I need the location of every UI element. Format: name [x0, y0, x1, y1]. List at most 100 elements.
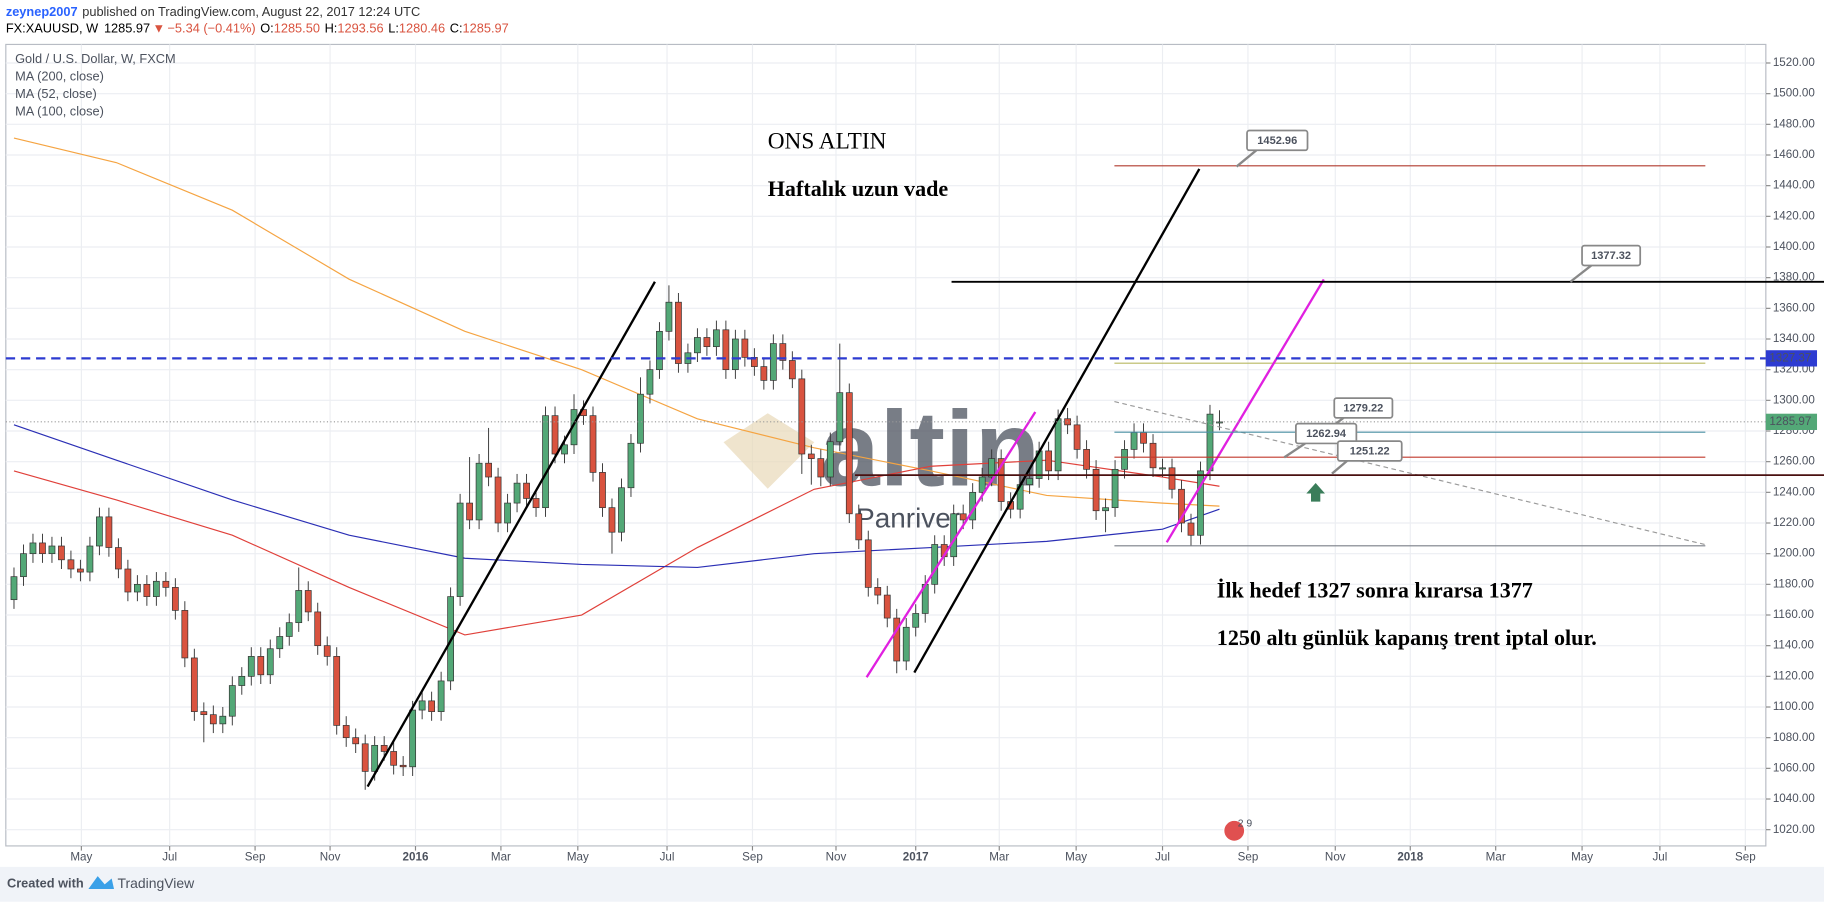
candle-body	[1092, 468, 1100, 512]
candle-body	[551, 415, 559, 455]
candle-body	[1102, 507, 1109, 512]
candle-body	[807, 453, 815, 459]
axis-price-box	[1765, 413, 1818, 430]
candle-body	[523, 482, 530, 499]
y-tick-label: 1020.00	[1773, 823, 1816, 836]
y-tick-label: 1400.00	[1773, 240, 1816, 253]
candle-body	[67, 559, 75, 570]
candle-body	[304, 590, 312, 613]
candle-body	[219, 715, 227, 725]
event-icon	[1223, 819, 1246, 842]
footer-brand[interactable]: TradingView	[117, 875, 195, 891]
candle-body	[257, 656, 265, 676]
callout-pointer	[1331, 459, 1348, 475]
callout-pointer	[1283, 442, 1306, 459]
x-tick-label: Jul	[1155, 851, 1170, 864]
y-tick-label: 1060.00	[1773, 761, 1816, 774]
candle-body	[1045, 450, 1052, 472]
candle-body	[485, 462, 492, 478]
y-tick-label: 1220.00	[1773, 516, 1816, 529]
ohlc-label: O:	[260, 21, 274, 36]
last: 1285.97	[104, 21, 150, 36]
candle-body	[959, 513, 967, 521]
y-tick-label: 1200.00	[1773, 547, 1816, 560]
x-tick-label: Mar	[1486, 851, 1506, 864]
candle-body	[418, 700, 426, 711]
candle-body	[978, 476, 986, 493]
y-tick-label: 1240.00	[1773, 485, 1816, 498]
candle-body	[323, 645, 331, 657]
candle-body	[1054, 418, 1062, 472]
candle-body	[855, 513, 863, 541]
candle-body	[143, 583, 151, 597]
watermark-sub: Panriver	[856, 503, 960, 534]
y-tick-label: 1160.00	[1773, 608, 1815, 621]
candle-body	[276, 636, 284, 650]
callout-box	[1336, 440, 1403, 462]
axis-price-label: 1285.97	[1769, 415, 1811, 428]
candle-body	[1216, 421, 1223, 424]
candle-body	[798, 378, 806, 455]
axis-price-label: 1327.37	[1769, 351, 1811, 364]
candle-body	[162, 580, 170, 588]
annotation: İlk hedef 1327 sonra kırarsa 1377	[1217, 577, 1533, 602]
y-tick-label: 1460.00	[1773, 148, 1816, 161]
legend-title: Gold / U.S. Dollar, W, FXCM	[15, 51, 176, 66]
candle-body	[988, 458, 996, 478]
text-layer: ONS ALTIN Haftalık uzun vade İlk hedef 1…	[15, 51, 1818, 864]
callout-label: 1251.22	[1350, 446, 1390, 458]
footer-created: Created with	[7, 876, 84, 891]
candle-body	[86, 545, 94, 573]
axis-price-box	[1765, 350, 1818, 367]
candle-body	[769, 343, 777, 381]
candle-body	[266, 648, 274, 676]
y-tick-label: 1520.00	[1773, 56, 1816, 69]
x-tick-label: 2016	[403, 851, 429, 864]
y-tick-label: 1380.00	[1773, 271, 1816, 284]
candle-body	[29, 542, 37, 555]
candle-body	[788, 360, 796, 380]
y-tick-label: 1040.00	[1773, 792, 1816, 805]
y-tick-label: 1080.00	[1773, 731, 1816, 744]
candle-body	[152, 580, 160, 597]
candle-body	[646, 369, 654, 395]
x-tick-label: Sep	[1735, 851, 1756, 864]
ohlc-label: C:	[450, 21, 463, 36]
legend-entry: MA (200, close)	[15, 68, 104, 83]
y-tick-label: 1480.00	[1773, 117, 1816, 130]
candle-body	[741, 338, 749, 358]
candle-body	[1206, 413, 1214, 472]
candle-body	[817, 458, 825, 478]
trend-line	[913, 168, 1201, 674]
candle-body	[608, 507, 616, 533]
footer-bar	[0, 866, 1824, 902]
x-tick-label: Mar	[491, 851, 511, 864]
candle-body	[665, 301, 673, 332]
candle-body	[1149, 442, 1157, 469]
candle-body	[466, 502, 473, 521]
candle-body	[589, 415, 597, 473]
candle-body	[532, 498, 540, 509]
candle-body	[437, 680, 445, 712]
x-tick-label: Nov	[826, 851, 847, 864]
published: published on TradingView.com, August 22,…	[82, 4, 420, 19]
candle-body	[997, 458, 1005, 502]
user[interactable]: zeynep2007	[6, 4, 78, 19]
y-tick-label: 1140.00	[1773, 639, 1815, 652]
candle-body	[96, 516, 103, 547]
trend-line	[1165, 278, 1325, 543]
candle-body	[428, 700, 436, 712]
drawings	[5, 165, 1824, 788]
candle-body	[637, 393, 644, 444]
x-tick-label: Mar	[989, 851, 1009, 864]
y-tick-label: 1260.00	[1773, 455, 1816, 468]
candle-body	[134, 583, 141, 593]
direction: ▼	[152, 21, 165, 36]
x-tick-label: Jul	[1652, 851, 1667, 864]
candle-body	[779, 343, 787, 361]
trend-line	[1114, 400, 1706, 546]
candle-body	[1083, 449, 1090, 470]
change: −5.34 (−0.41%)	[167, 21, 255, 36]
candle-body	[694, 337, 701, 354]
